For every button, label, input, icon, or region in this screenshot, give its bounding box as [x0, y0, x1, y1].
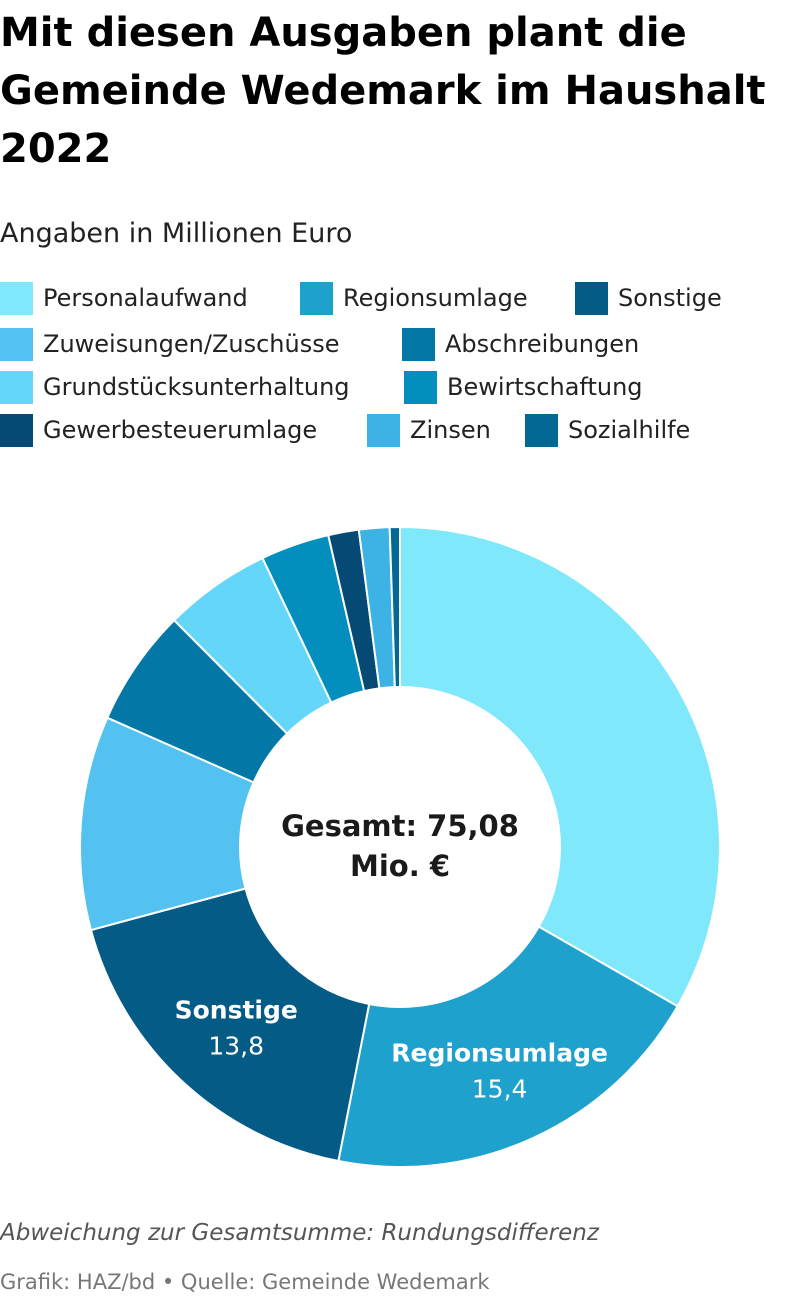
- legend-swatch: [367, 413, 400, 447]
- source-credit: Grafik: HAZ/bd • Quelle: Gemeinde Wedema…: [0, 1270, 490, 1294]
- donut-chart: Regionsumlage 15,4 Sonstige 13,8 Gesamt: 75…: [79, 525, 721, 1168]
- legend-item-bewirtschaftung: Bewirtschaftung: [404, 369, 643, 405]
- legend-label: Gewerbesteuerumlage: [43, 416, 318, 444]
- legend-row: Zuweisungen/Zuschüsse Abschreibungen: [0, 326, 800, 362]
- legend-swatch: [0, 281, 33, 315]
- legend-swatch: [300, 281, 333, 315]
- legend-swatch: [0, 327, 33, 361]
- legend-label: Regionsumlage: [343, 284, 528, 312]
- legend-swatch: [0, 413, 33, 447]
- legend-swatch: [575, 281, 608, 315]
- slice-labels: Regionsumlage 15,4 Sonstige 13,8: [175, 995, 608, 1103]
- legend-item-zuweisungen: Zuweisungen/Zuschüsse: [0, 326, 339, 362]
- legend-item-sonstige: Sonstige: [575, 280, 722, 316]
- center-unit-label: Mio. €: [350, 849, 450, 883]
- legend-label: Zinsen: [410, 416, 491, 444]
- legend-item-regionsumlage: Regionsumlage: [300, 280, 528, 316]
- footnote: Abweichung zur Gesamtsumme: Rundungsdiff…: [0, 1220, 599, 1246]
- slice-sonstige: [89, 887, 371, 1163]
- legend-item-grundstuecksunterhaltung: Grundstücksunterhaltung: [0, 369, 350, 405]
- legend-label: Sonstige: [618, 284, 722, 312]
- donut-slices: [79, 525, 721, 1168]
- legend-swatch: [0, 370, 33, 404]
- chart-title: Mit diesen Ausgaben plant die Gemeinde W…: [0, 10, 766, 172]
- legend-row: Gewerbesteuerumlage Zinsen Sozialhilfe: [0, 412, 800, 448]
- legend-swatch: [525, 413, 558, 447]
- center-total-label: Gesamt: 75,08: [281, 809, 519, 843]
- legend-row: Personalaufwand Regionsumlage Sonstige: [0, 280, 800, 316]
- legend-swatch: [404, 370, 437, 404]
- slice-label-sonstige: Sonstige: [175, 995, 298, 1024]
- slice-sozialhilfe: [388, 525, 401, 689]
- slice-regionsumlage: [337, 925, 679, 1168]
- legend-item-personalaufwand: Personalaufwand: [0, 280, 248, 316]
- slice-personalaufwand: [399, 525, 721, 1008]
- legend-row: Grundstücksunterhaltung Bewirtschaftung: [0, 369, 800, 405]
- legend-item-sozialhilfe: Sozialhilfe: [525, 412, 690, 448]
- legend-swatch: [402, 327, 435, 361]
- legend-label: Sozialhilfe: [568, 416, 691, 444]
- legend-label: Zuweisungen/Zuschüsse: [43, 330, 340, 358]
- legend-label: Personalaufwand: [43, 284, 248, 312]
- legend-item-abschreibungen: Abschreibungen: [402, 326, 639, 362]
- legend-item-gewerbesteuerumlage: Gewerbesteuerumlage: [0, 412, 317, 448]
- slice-value-sonstige: 13,8: [208, 1031, 264, 1060]
- slice-value-regionsumlage: 15,4: [472, 1074, 528, 1103]
- chart-subtitle: Angaben in Millionen Euro: [0, 218, 353, 249]
- legend-label: Bewirtschaftung: [447, 373, 643, 401]
- legend-label: Abschreibungen: [445, 330, 640, 358]
- legend-label: Grundstücksunterhaltung: [43, 373, 350, 401]
- slice-label-regionsumlage: Regionsumlage: [391, 1038, 608, 1067]
- legend-item-zinsen: Zinsen: [367, 412, 491, 448]
